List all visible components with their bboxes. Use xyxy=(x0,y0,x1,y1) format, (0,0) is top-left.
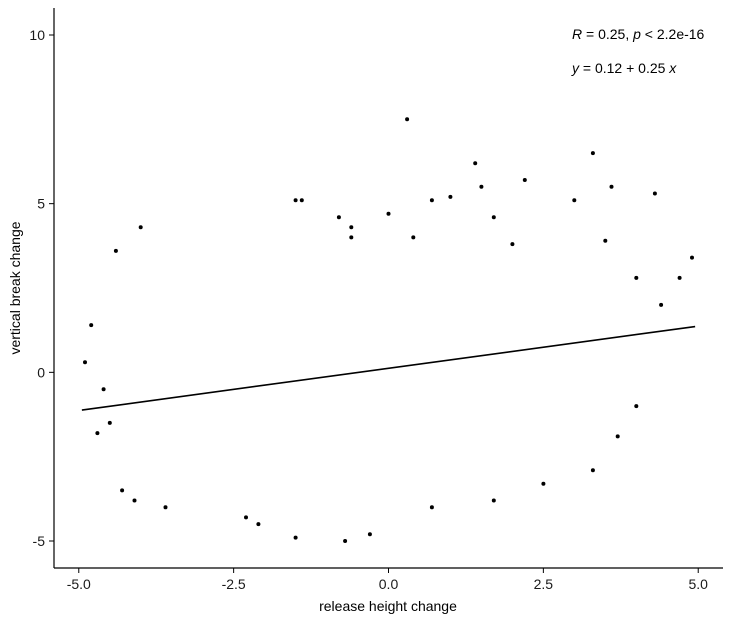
data-point xyxy=(367,532,372,537)
data-point xyxy=(95,431,100,436)
data-point xyxy=(83,360,87,365)
data-point xyxy=(634,404,639,409)
data-points xyxy=(83,117,694,543)
data-point xyxy=(293,535,298,540)
data-point xyxy=(101,387,106,392)
x-tick-label: -5.0 xyxy=(67,576,91,592)
data-point xyxy=(522,178,527,182)
x-ticks: -5.0 -2.5 0.0 2.5 5.0 xyxy=(67,568,708,592)
data-point xyxy=(473,161,478,166)
data-point xyxy=(603,238,608,243)
x-axis-title: release height change xyxy=(319,598,457,614)
eq-y-symbol: y xyxy=(571,60,580,76)
data-point xyxy=(590,151,595,156)
x-tick-label: 0.0 xyxy=(379,576,399,592)
data-point xyxy=(609,184,614,189)
data-point xyxy=(244,515,248,520)
data-point xyxy=(120,488,125,493)
y-tick-label: 0 xyxy=(37,364,45,380)
data-point xyxy=(652,191,657,196)
p-symbol: p xyxy=(632,26,641,42)
data-point xyxy=(634,275,639,280)
x-tick-label: 5.0 xyxy=(688,576,708,592)
data-point xyxy=(541,481,546,486)
data-point xyxy=(336,215,341,220)
data-point xyxy=(590,468,595,473)
data-point xyxy=(349,225,354,230)
data-point xyxy=(659,302,664,307)
data-point xyxy=(615,434,620,439)
data-point xyxy=(113,248,118,253)
data-point xyxy=(343,539,348,543)
data-point xyxy=(138,225,143,230)
data-point xyxy=(293,198,298,203)
data-point xyxy=(510,242,515,247)
p-value: < 2.2e-16 xyxy=(641,26,705,42)
data-point xyxy=(411,235,416,240)
data-point xyxy=(107,420,112,425)
data-point xyxy=(132,498,137,503)
data-point xyxy=(349,235,354,240)
data-point xyxy=(299,198,304,203)
data-point xyxy=(690,255,694,260)
data-point xyxy=(163,505,168,510)
data-point xyxy=(491,215,496,220)
data-point xyxy=(89,323,94,328)
r-symbol: R xyxy=(572,26,582,42)
y-tick-label: -5 xyxy=(33,533,46,549)
regression-line xyxy=(81,325,696,411)
x-tick-label: -2.5 xyxy=(222,576,246,592)
data-point xyxy=(572,198,577,203)
data-point xyxy=(479,184,484,189)
x-tick-label: 2.5 xyxy=(534,576,554,592)
data-point xyxy=(256,522,261,527)
y-axis-title: vertical break change xyxy=(7,221,23,354)
correlation-annotation: R = 0.25, p < 2.2e-16 xyxy=(572,26,705,42)
eq-coefficients: = 0.12 + 0.25 xyxy=(579,60,669,76)
eq-x-symbol: x xyxy=(668,60,677,76)
data-point xyxy=(429,198,434,203)
data-point xyxy=(491,498,496,503)
r-value: = 0.25, xyxy=(582,26,633,42)
data-point xyxy=(405,117,410,122)
regression-equation: y = 0.12 + 0.25 x xyxy=(571,60,677,76)
data-point xyxy=(386,211,391,216)
data-point xyxy=(448,194,453,199)
y-tick-label: 10 xyxy=(29,27,45,43)
y-ticks: -5 0 5 10 xyxy=(29,27,54,549)
data-point xyxy=(677,275,682,280)
data-point xyxy=(429,505,434,510)
y-tick-label: 5 xyxy=(37,196,45,212)
